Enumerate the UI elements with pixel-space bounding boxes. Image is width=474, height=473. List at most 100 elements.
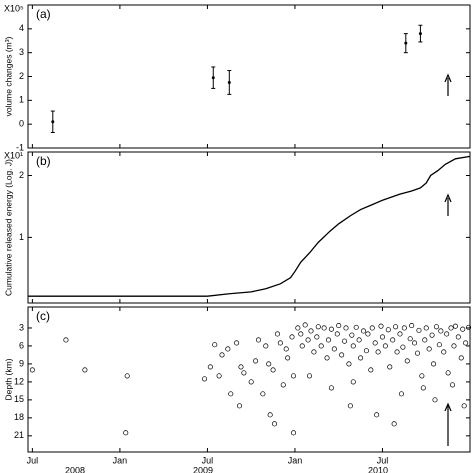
event [318,343,324,349]
event [306,373,313,379]
panel-label: (c) [36,309,50,323]
event [401,325,407,331]
y-tick-label: 6 [19,340,24,350]
event [270,367,276,373]
event [368,367,374,373]
event [419,373,425,379]
event [387,364,393,370]
event [426,346,432,352]
event [451,343,457,349]
event [325,337,332,343]
y-axis-label: Depth (km) [3,358,13,400]
event [82,367,88,373]
event [274,331,280,337]
event [423,325,429,331]
event [400,344,406,350]
event [356,337,362,343]
arrow-head [444,402,452,412]
y-tick-label: 12 [14,376,24,386]
event [255,337,262,343]
axis-multiplier: X10¹ [4,150,23,160]
event [372,340,378,346]
arrow-head [444,193,452,203]
event [343,325,349,331]
event [29,367,35,373]
event [124,373,130,379]
point [227,80,231,84]
event [455,334,461,340]
event [298,331,304,337]
x-tick-label: Jul [202,455,214,465]
panel-label: (a) [36,7,51,21]
event [422,337,428,343]
panel-a-frame [27,4,471,149]
event [393,324,399,330]
panel-label: (b) [36,154,51,168]
event [374,412,380,418]
event [271,421,278,427]
event [207,364,213,370]
point [51,120,55,124]
panel-c-frame [27,306,471,453]
event [324,355,330,361]
event [445,370,451,376]
event [253,358,259,364]
event [390,337,396,343]
event [63,337,69,343]
x-tick-label: Jul [27,455,39,465]
line [28,155,471,297]
event [385,327,391,333]
event [331,346,337,352]
event [432,397,438,403]
event [241,370,247,376]
event [452,323,458,329]
event [430,361,437,367]
event [436,342,442,348]
event [397,331,403,337]
event [391,421,397,427]
event [414,350,421,356]
point [418,32,422,36]
event [404,358,410,364]
panel-b-frame [27,151,471,304]
axis-multiplier: X10⁵ [4,3,24,13]
event [420,385,426,391]
event [311,349,317,355]
event [350,343,356,349]
arrows [444,73,452,446]
event [263,343,269,349]
event [360,328,367,334]
event [234,340,240,346]
year-label: 2009 [193,465,213,473]
event [375,349,381,355]
event [458,355,464,361]
event [444,331,450,337]
y-tick-label: 4 [19,23,24,33]
y-axis-label: Cumulative released energy (Log. J) [3,159,13,296]
event [228,391,234,397]
event [290,430,297,436]
year-label: 2010 [368,465,388,473]
event [448,325,454,331]
arrow-head [444,73,452,83]
event [365,331,371,337]
event [463,340,469,346]
event [346,361,352,367]
event [248,379,254,385]
event [465,324,472,330]
event [416,327,422,333]
y-axis-label: volume changes (m³) [3,36,13,116]
event [328,326,334,332]
event [123,430,129,436]
event [283,346,289,352]
event [289,334,295,340]
event [238,364,244,370]
event [280,382,286,388]
event [267,412,273,418]
event [236,403,243,409]
event [438,328,444,334]
event [433,324,439,330]
event [350,379,356,385]
y-tick-label: 1 [19,95,24,105]
